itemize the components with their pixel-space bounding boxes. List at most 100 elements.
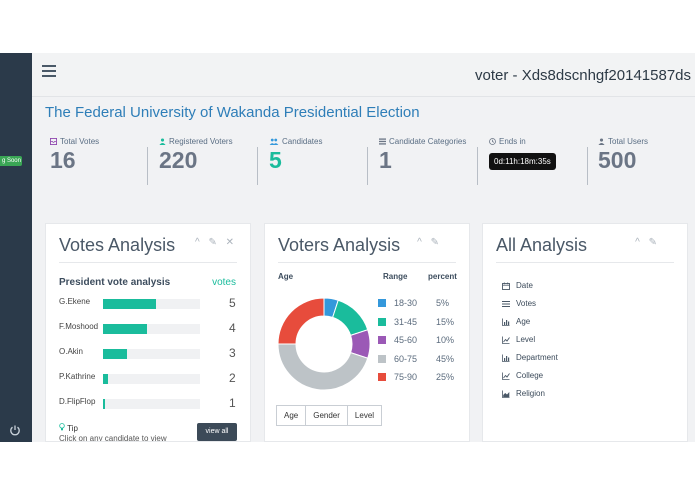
user-icon (598, 138, 605, 145)
legend-range: 75-90 (394, 372, 418, 382)
legend-percent: 45% (436, 353, 455, 364)
card-tools[interactable]: ^ ✎ ✕ (194, 237, 237, 248)
analysis-item-college[interactable]: College (502, 371, 543, 380)
legend-range: 31-45 (394, 316, 418, 327)
stat-value: 16 (50, 147, 76, 173)
stats-row: Total Votes 16 Registered Voters 220 Can… (32, 137, 695, 187)
page-title: The Federal University of Wakanda Presid… (45, 104, 420, 121)
donut-slice-75-90[interactable] (277, 297, 325, 345)
candidate-votes: 2 (229, 371, 236, 385)
line-chart-icon (502, 336, 510, 344)
menu-icon[interactable] (42, 65, 56, 77)
list-icon (502, 300, 510, 307)
stat-total-votes: Total Votes 16 (50, 137, 99, 187)
stat-candidate-categories: Candidate Categories 1 (379, 137, 466, 187)
analysis-item-religion[interactable]: Religion (502, 389, 545, 398)
legend-item: 45-60 10% (378, 334, 469, 348)
tab-level[interactable]: Level (346, 405, 383, 426)
sidebar: g Soon (0, 53, 32, 442)
area-chart-icon (502, 390, 510, 398)
legend-swatch (378, 299, 386, 307)
voter-analysis-tabs: Age Gender Level (276, 405, 383, 426)
user-icon (159, 138, 166, 145)
candidate-row[interactable]: P.Kathrine 2 (59, 371, 239, 385)
legend-item: 18-30 5% (378, 297, 469, 311)
card-title: Voters Analysis (278, 235, 401, 255)
countdown-timer: 0d:11h:18m:35s (489, 153, 556, 170)
column-header-range: Range (383, 272, 408, 281)
candidate-row[interactable]: O.Akin 3 (59, 346, 239, 360)
analysis-item-label: Department (516, 353, 558, 362)
candidate-votes: 5 (229, 296, 236, 310)
vote-bar (103, 299, 157, 309)
vote-bar (103, 324, 147, 334)
lightbulb-icon (59, 423, 65, 431)
stat-label: Total Users (608, 137, 649, 146)
legend-item: 75-90 25% (378, 371, 469, 385)
card-tools[interactable]: ^ ✎ (635, 237, 660, 248)
tab-age[interactable]: Age (276, 405, 307, 426)
analysis-item-label: Date (516, 281, 533, 290)
bar-chart-icon (502, 318, 510, 326)
legend-swatch (378, 336, 386, 344)
candidate-name: G.Ekene (59, 297, 91, 306)
analysis-item-votes[interactable]: Votes (502, 299, 536, 308)
subsection-title: President vote analysis (59, 277, 171, 288)
candidate-name: O.Akin (59, 347, 84, 356)
stat-value: 5 (269, 147, 282, 173)
power-icon[interactable] (8, 423, 22, 437)
candidate-name: D.FlipFlop (59, 397, 96, 406)
votes-analysis-card: Votes Analysis ^ ✎ ✕ President vote anal… (45, 223, 251, 442)
stat-candidates: Candidates 5 (269, 137, 322, 187)
tip-text: Click on any candidate to view (59, 434, 167, 442)
candidate-row[interactable]: F.Moshood 4 (59, 321, 239, 335)
stat-label: Candidates (282, 137, 323, 146)
card-tools[interactable]: ^ ✎ (417, 237, 442, 248)
clock-icon (489, 138, 496, 145)
list-icon (379, 138, 386, 145)
analysis-item-age[interactable]: Age (502, 317, 530, 326)
analysis-item-label: College (516, 371, 544, 380)
vote-bar-track (103, 349, 200, 359)
age-donut-chart (277, 297, 371, 391)
legend-range: 60-75 (394, 353, 418, 364)
main-content: The Federal University of Wakanda Presid… (32, 97, 695, 442)
stat-label: Total Votes (60, 137, 100, 146)
top-bar: voter - Xds8dscnhgf20141587ds (32, 53, 695, 97)
tip-title: Tip (67, 424, 78, 433)
candidate-row[interactable]: D.FlipFlop 1 (59, 396, 239, 410)
legend-range: 18-30 (394, 298, 418, 308)
all-analysis-card: All Analysis ^ ✎ Date Votes Age Level (482, 223, 688, 442)
donut-slice-60-75[interactable] (277, 343, 369, 391)
divider (278, 262, 456, 263)
stat-total-users: Total Users 500 (598, 137, 648, 187)
divider (59, 262, 237, 263)
analysis-item-department[interactable]: Department (502, 353, 558, 362)
view-all-button[interactable]: view all (197, 423, 237, 441)
analysis-item-level[interactable]: Level (502, 335, 535, 344)
inbox-icon (50, 138, 57, 145)
card-title: Votes Analysis (59, 235, 176, 255)
votes-label: votes (212, 277, 236, 288)
stat-ends-in: Ends in 0d:11h:18m:35s (489, 137, 556, 187)
analysis-item-label: Level (516, 335, 536, 344)
tab-gender[interactable]: Gender (305, 405, 348, 426)
candidate-row[interactable]: G.Ekene 5 (59, 296, 239, 310)
divider (587, 147, 588, 185)
candidate-votes: 4 (229, 321, 236, 335)
stat-value: 500 (598, 147, 637, 173)
candidate-name: F.Moshood (59, 322, 99, 331)
column-header-age: Age (278, 272, 294, 281)
line-chart-icon (502, 372, 510, 380)
vote-bar (103, 374, 108, 384)
candidate-name: P.Kathrine (59, 372, 96, 381)
column-header-percent: percent (428, 272, 457, 281)
stat-value: 1 (379, 147, 392, 173)
divider (257, 147, 258, 185)
candidate-votes: 1 (229, 396, 236, 410)
analysis-item-date[interactable]: Date (502, 281, 533, 290)
vote-bar (103, 399, 105, 409)
divider (147, 147, 148, 185)
voter-id: voter - Xds8dscnhgf20141587ds (475, 67, 691, 84)
donut-slice-31-45[interactable] (332, 299, 369, 336)
